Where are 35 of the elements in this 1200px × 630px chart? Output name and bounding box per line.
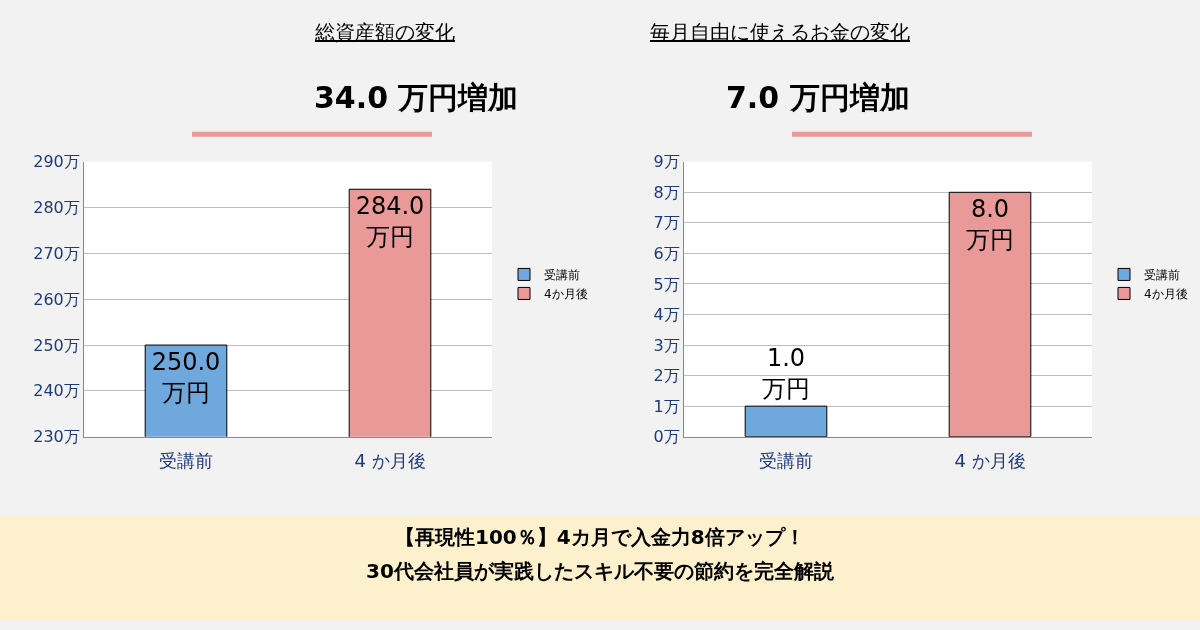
chart-title: 毎月自由に使えるお金の変化 — [650, 20, 910, 44]
y-tick-label: 6万 — [653, 244, 680, 263]
legend-label: 受講前 — [544, 268, 580, 283]
y-tick-label: 9万 — [653, 152, 680, 172]
y-tick-label: 290万 — [33, 152, 80, 172]
chart-subtitle: 7.0 万円増加 — [726, 80, 910, 115]
y-tick-label: 270万 — [33, 244, 80, 263]
y-tick-label: 8万 — [653, 182, 680, 202]
text: 30代会社員が実践したスキル不要の節約を完全解説 — [366, 559, 835, 583]
text: 【再現性100％】4カ月で入金力8倍アップ！ — [395, 525, 805, 549]
legend-label: 4か月後 — [544, 287, 588, 302]
y-tick-label: 5万 — [653, 274, 680, 294]
y-tick-label: 3万 — [653, 335, 680, 355]
y-tick-label: 260万 — [33, 289, 80, 309]
y-tick-label: 280万 — [33, 198, 80, 218]
data-label: 1.0 万円 — [762, 343, 810, 404]
y-tick-label: 0万 — [653, 427, 680, 447]
legend-label: 4か月後 — [1144, 287, 1188, 302]
legend-label: 受講前 — [1144, 268, 1180, 283]
y-tick-label: 250万 — [33, 335, 80, 355]
y-tick-label: 230万 — [33, 427, 80, 447]
x-tick-label: 4 か月後 — [354, 450, 426, 472]
chart-title: 総資産額の変化 — [314, 20, 455, 44]
x-tick-label: 受講前 — [159, 450, 213, 472]
data-label: 250.0 万円 — [151, 348, 221, 408]
x-tick-label: 4 か月後 — [954, 450, 1026, 472]
y-tick-label: 4万 — [653, 305, 680, 325]
data-label: 284.0 万円 — [355, 192, 425, 252]
y-tick-label: 7万 — [653, 213, 680, 233]
y-tick-label: 240万 — [33, 381, 80, 401]
x-tick-label: 受講前 — [759, 450, 813, 472]
chart-subtitle: 34.0 万円増加 — [314, 80, 519, 115]
y-tick-label: 2万 — [653, 366, 680, 386]
data-label: 8.0 万円 — [966, 195, 1014, 255]
y-tick-label: 1万 — [653, 396, 680, 416]
